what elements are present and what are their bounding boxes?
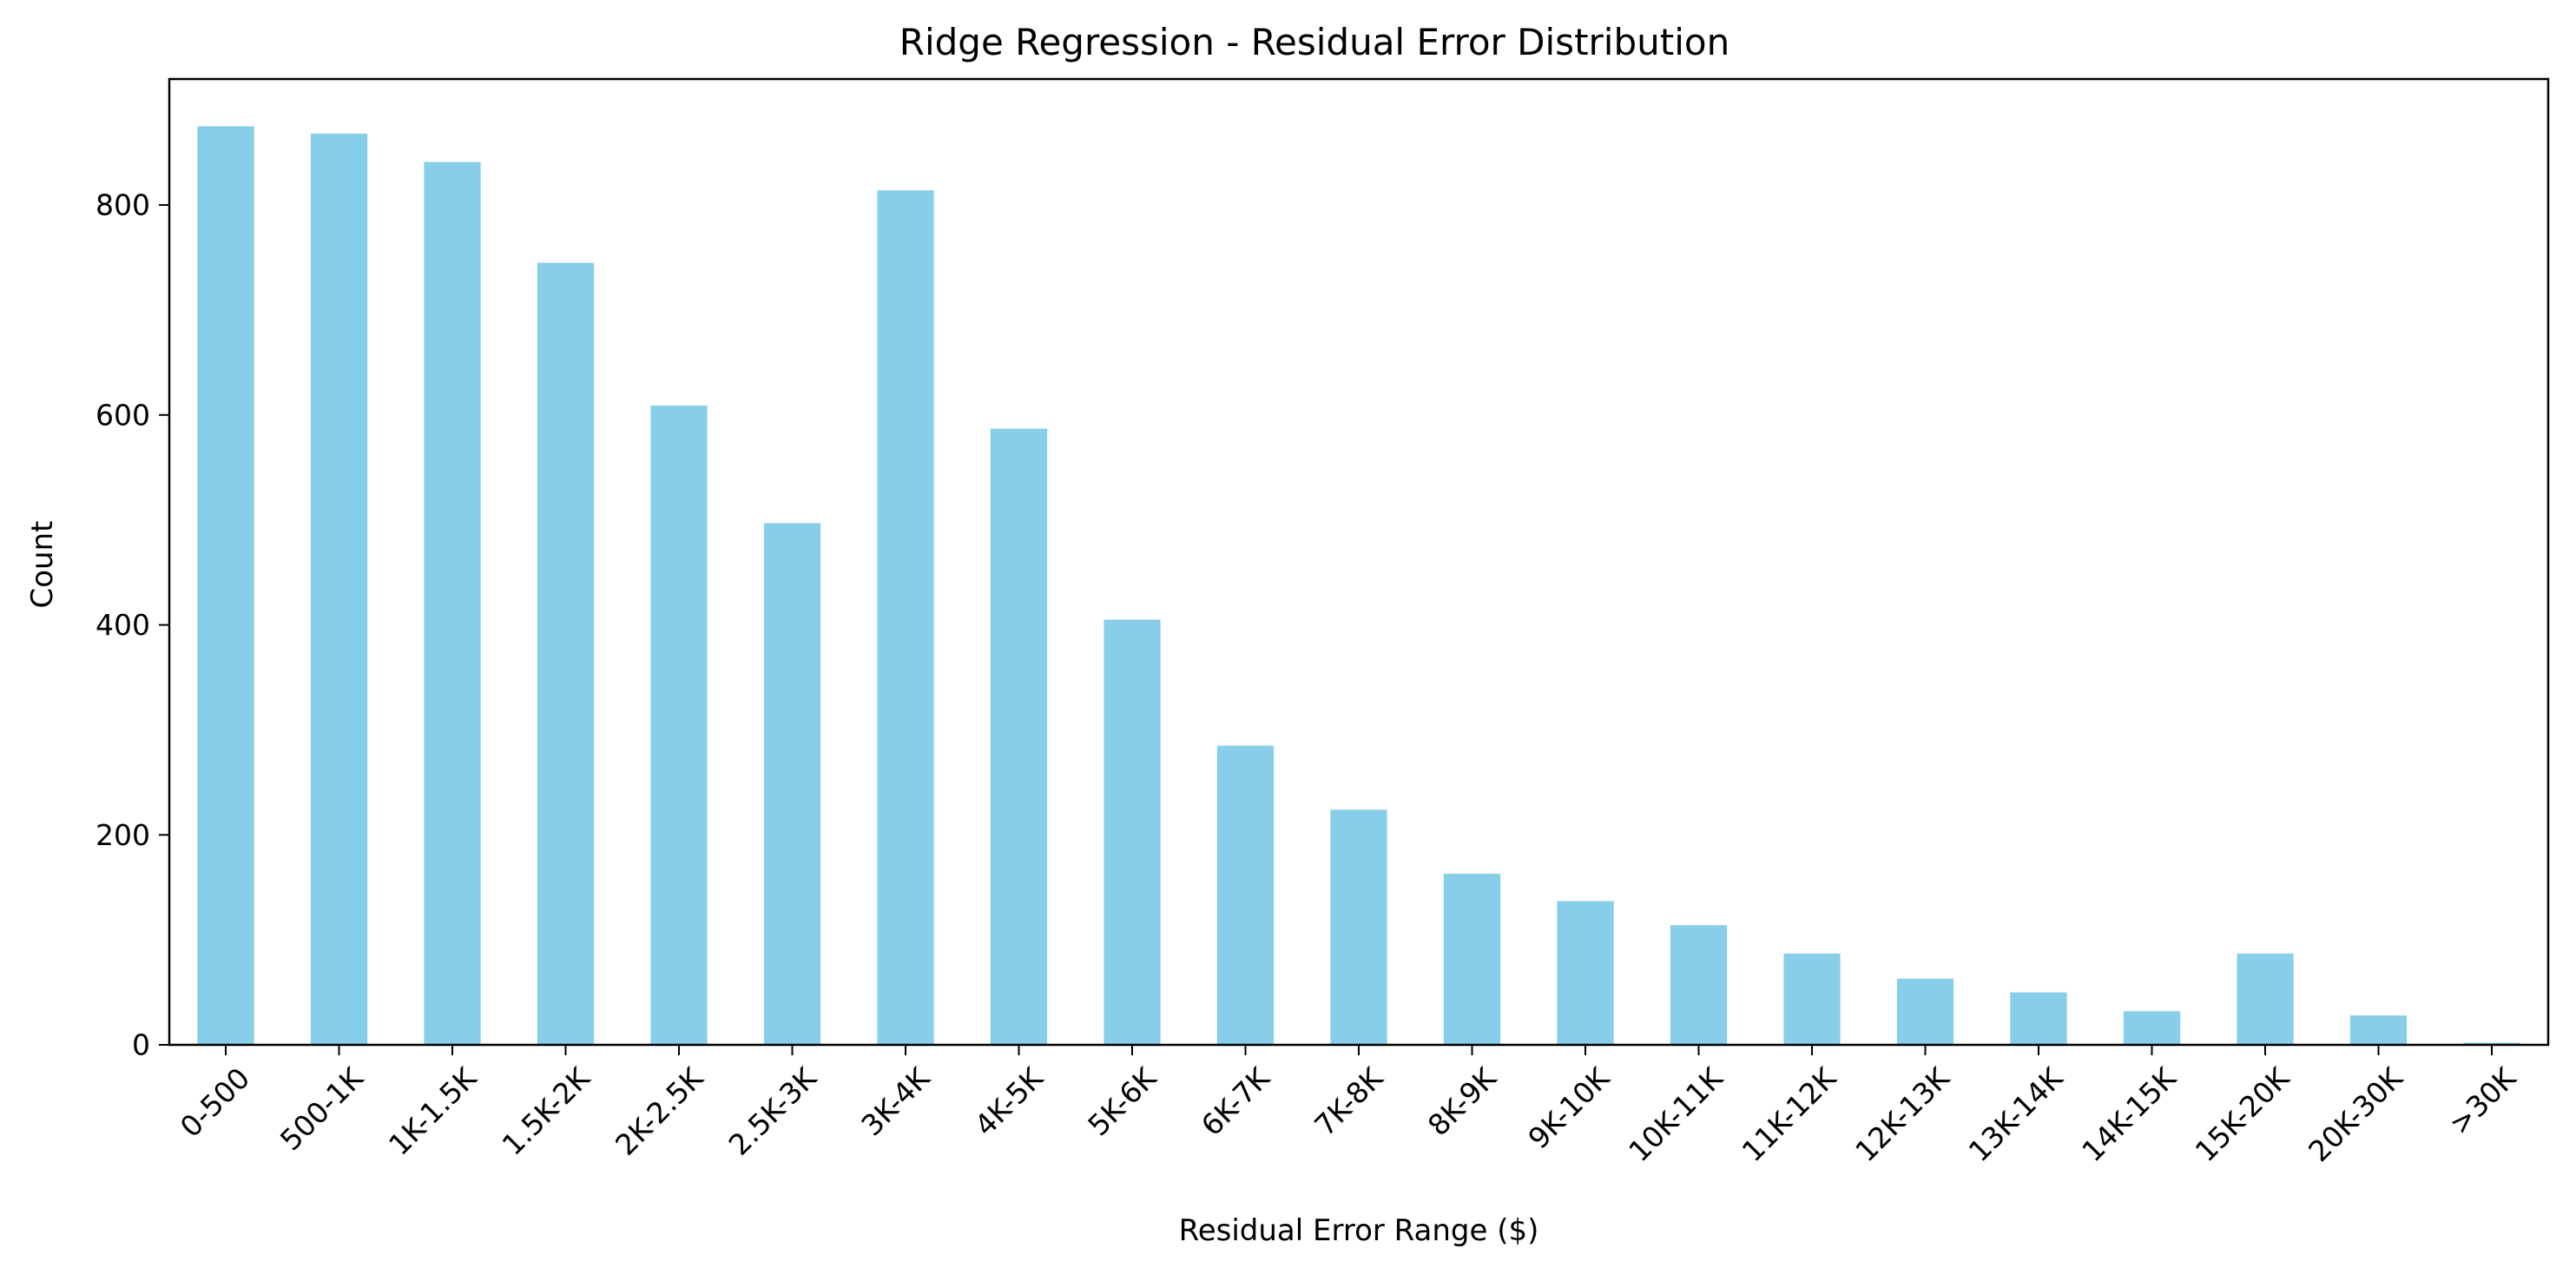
bar-7 (990, 428, 1048, 1045)
x-axis-label: Residual Error Range ($) (1179, 1213, 1539, 1248)
bar-9 (1216, 745, 1275, 1045)
bar-4 (650, 405, 708, 1045)
bar-5 (763, 523, 821, 1045)
x-tick-label-0: 0-500 (174, 1061, 256, 1144)
chart-title: Ridge Regression - Residual Error Distri… (899, 21, 1729, 63)
x-tick-label-16: 13K-14K (1962, 1060, 2070, 1168)
x-tick-label-14: 11K-12K (1736, 1060, 1843, 1168)
x-tick-label-8: 5K-6K (1081, 1060, 1163, 1143)
x-tick-label-2: 1K-1.5K (382, 1060, 484, 1162)
x-tick-label-17: 14K-15K (2075, 1060, 2183, 1168)
x-tick-label-20: >30K (2442, 1060, 2523, 1141)
bar-11 (1443, 873, 1501, 1045)
x-tick-label-5: 2.5K-3K (722, 1060, 824, 1162)
x-tick-label-10: 7K-8K (1308, 1060, 1390, 1143)
x-tick-label-18: 15K-20K (2189, 1060, 2296, 1168)
x-tick-label-15: 12K-13K (1848, 1060, 1956, 1168)
x-tick-label-3: 1.5K-2K (496, 1060, 597, 1162)
x-tick-label-13: 10K-11K (1622, 1060, 1729, 1168)
y-axis: 0 200 400 600 800 (96, 188, 169, 1062)
y-tick-label-1: 200 (96, 818, 150, 852)
x-tick-label-19: 20K-30K (2302, 1060, 2409, 1168)
plot-area (197, 126, 2520, 1046)
y-axis-label: Count (25, 521, 60, 609)
bar-13 (1670, 925, 1728, 1045)
bar-19 (2349, 1015, 2408, 1045)
bar-12 (1557, 901, 1614, 1045)
bar-17 (2123, 1011, 2181, 1045)
x-tick-label-4: 2K-2.5K (609, 1060, 710, 1162)
x-tick-label-9: 6K-7K (1195, 1060, 1277, 1143)
bar-2 (424, 162, 481, 1046)
y-tick-label-0: 0 (132, 1028, 150, 1062)
x-tick-label-6: 3K-4K (854, 1060, 937, 1143)
bar-1 (310, 133, 368, 1046)
x-axis: 0-500 500-1K 1K-1.5K 1.5K-2K 2K-2.5K 2.5K-3K 3… (174, 1045, 2523, 1168)
y-tick-label-2: 400 (96, 608, 150, 642)
bar-8 (1104, 619, 1161, 1045)
bar-14 (1783, 953, 1841, 1045)
y-tick-label-3: 600 (96, 398, 150, 432)
bar-10 (1330, 809, 1387, 1045)
bar-18 (2237, 953, 2294, 1045)
x-tick-label-1: 500-1K (273, 1060, 371, 1158)
x-tick-label-12: 9K-10K (1521, 1060, 1617, 1156)
bar-6 (877, 190, 934, 1045)
y-tick-label-4: 800 (96, 188, 150, 222)
bar-0 (197, 126, 254, 1045)
bar-15 (1896, 978, 1954, 1045)
bar-3 (537, 262, 595, 1045)
bar-16 (2010, 992, 2067, 1045)
x-tick-label-11: 8K-9K (1421, 1060, 1504, 1143)
x-tick-label-7: 4K-5K (968, 1060, 1051, 1143)
